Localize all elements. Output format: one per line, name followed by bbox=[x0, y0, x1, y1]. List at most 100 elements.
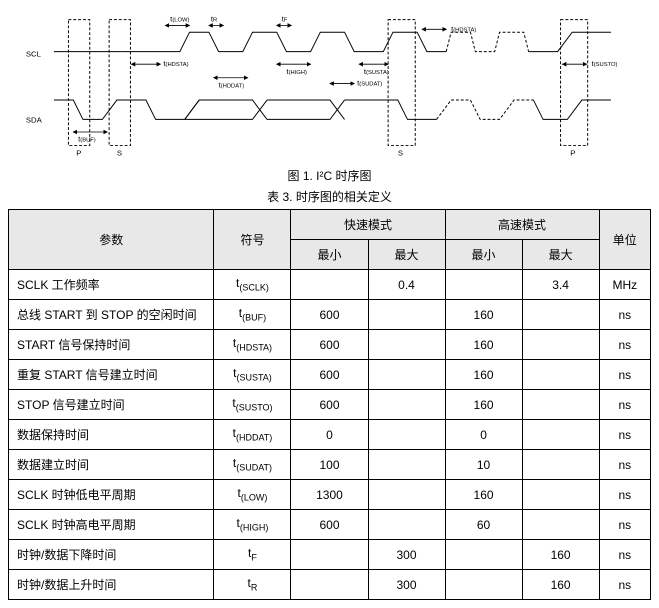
cell-symbol: t(BUF) bbox=[214, 300, 291, 330]
cell-param: SCLK 工作频率 bbox=[9, 270, 214, 300]
cell-param: SCLK 时钟低电平周期 bbox=[9, 480, 214, 510]
cell-symbol: t(LOW) bbox=[214, 480, 291, 510]
table-row: SCLK 时钟低电平周期t(LOW)1300160ns bbox=[9, 480, 651, 510]
col-hs-min: 最小 bbox=[445, 240, 522, 270]
svg-text:t(HIGH): t(HIGH) bbox=[286, 67, 307, 76]
cell-hs-min bbox=[445, 540, 522, 570]
cell-fast-min: 100 bbox=[291, 450, 368, 480]
cell-param: SCLK 时钟高电平周期 bbox=[9, 510, 214, 540]
svg-text:t(HDSTA): t(HDSTA) bbox=[451, 24, 476, 33]
cell-fast-max bbox=[368, 480, 445, 510]
cell-hs-min: 10 bbox=[445, 450, 522, 480]
cell-unit: ns bbox=[599, 300, 650, 330]
col-fast-max: 最大 bbox=[368, 240, 445, 270]
cell-symbol: t(SCLK) bbox=[214, 270, 291, 300]
timing-table: 参数 符号 快速模式 高速模式 单位 最小 最大 最小 最大 SCLK 工作频率… bbox=[8, 209, 651, 600]
cell-unit: ns bbox=[599, 390, 650, 420]
cell-fast-max bbox=[368, 360, 445, 390]
col-fast: 快速模式 bbox=[291, 210, 445, 240]
svg-text:tR: tR bbox=[210, 15, 216, 24]
cell-fast-max bbox=[368, 390, 445, 420]
cell-hs-max: 3.4 bbox=[522, 270, 599, 300]
cell-fast-min: 600 bbox=[291, 300, 368, 330]
cell-fast-min bbox=[291, 540, 368, 570]
cell-fast-max: 0.4 bbox=[368, 270, 445, 300]
cell-fast-min: 600 bbox=[291, 360, 368, 390]
cell-hs-max bbox=[522, 480, 599, 510]
cell-hs-min: 60 bbox=[445, 510, 522, 540]
cell-hs-max: 160 bbox=[522, 540, 599, 570]
cell-param: STOP 信号建立时间 bbox=[9, 390, 214, 420]
timing-diagram: .s { stroke:#000; stroke-width:1; fill:n… bbox=[8, 8, 651, 163]
cell-fast-min: 600 bbox=[291, 510, 368, 540]
cell-hs-min: 160 bbox=[445, 300, 522, 330]
cell-fast-max bbox=[368, 510, 445, 540]
cell-symbol: t(SUSTA) bbox=[214, 360, 291, 390]
cell-hs-min: 160 bbox=[445, 360, 522, 390]
table-header-row: 参数 符号 快速模式 高速模式 单位 bbox=[9, 210, 651, 240]
svg-text:t(HDDAT): t(HDDAT) bbox=[218, 80, 244, 89]
svg-text:t(LOW): t(LOW) bbox=[170, 15, 189, 24]
svg-text:t(HDSTA): t(HDSTA) bbox=[163, 59, 188, 68]
cell-param: 重复 START 信号建立时间 bbox=[9, 360, 214, 390]
figure-caption: 图 1. I²C 时序图 bbox=[8, 167, 651, 184]
table-caption: 表 3. 时序图的相关定义 bbox=[8, 188, 651, 205]
cell-param: 数据建立时间 bbox=[9, 450, 214, 480]
cell-fast-max bbox=[368, 330, 445, 360]
col-param: 参数 bbox=[9, 210, 214, 270]
svg-text:S: S bbox=[116, 148, 121, 157]
cell-unit: ns bbox=[599, 480, 650, 510]
scl-label: SCL bbox=[25, 49, 41, 58]
cell-fast-min: 0 bbox=[291, 420, 368, 450]
svg-text:t(BUF): t(BUF) bbox=[78, 135, 96, 144]
cell-param: 总线 START 到 STOP 的空闲时间 bbox=[9, 300, 214, 330]
table-row: SCLK 时钟高电平周期t(HIGH)60060ns bbox=[9, 510, 651, 540]
col-unit: 单位 bbox=[599, 210, 650, 270]
svg-text:S: S bbox=[397, 148, 402, 157]
cell-hs-min: 160 bbox=[445, 480, 522, 510]
cell-hs-max bbox=[522, 450, 599, 480]
cell-hs-max bbox=[522, 510, 599, 540]
svg-text:tF: tF bbox=[281, 15, 287, 24]
cell-param: 数据保持时间 bbox=[9, 420, 214, 450]
table-row: 数据保持时间t(HDDAT)00ns bbox=[9, 420, 651, 450]
cell-hs-min: 0 bbox=[445, 420, 522, 450]
cell-symbol: t(HDSTA) bbox=[214, 330, 291, 360]
cell-hs-max bbox=[522, 360, 599, 390]
cell-symbol: t(HIGH) bbox=[214, 510, 291, 540]
cell-hs-max bbox=[522, 300, 599, 330]
cell-hs-min: 160 bbox=[445, 330, 522, 360]
cell-unit: MHz bbox=[599, 270, 650, 300]
table-row: 数据建立时间t(SUDAT)100 10 ns bbox=[9, 450, 651, 480]
col-hs: 高速模式 bbox=[445, 210, 599, 240]
sda-label: SDA bbox=[25, 115, 42, 124]
cell-unit: ns bbox=[599, 540, 650, 570]
table-row: SCLK 工作频率t(SCLK) 0.4 3.4MHz bbox=[9, 270, 651, 300]
table-row: 总线 START 到 STOP 的空闲时间t(BUF)600 160 ns bbox=[9, 300, 651, 330]
cell-param: START 信号保持时间 bbox=[9, 330, 214, 360]
cell-hs-min bbox=[445, 270, 522, 300]
cell-fast-min: 600 bbox=[291, 330, 368, 360]
table-row: 时钟/数据下降时间tF300160ns bbox=[9, 540, 651, 570]
cell-hs-max bbox=[522, 390, 599, 420]
cell-unit: ns bbox=[599, 330, 650, 360]
svg-text:t(SUSTA): t(SUSTA) bbox=[363, 67, 388, 76]
cell-fast-min bbox=[291, 270, 368, 300]
cell-unit: ns bbox=[599, 450, 650, 480]
cell-param: 时钟/数据下降时间 bbox=[9, 540, 214, 570]
cell-fast-max bbox=[368, 300, 445, 330]
svg-text:t(SUSTO): t(SUSTO) bbox=[591, 59, 617, 68]
cell-fast-max: 300 bbox=[368, 540, 445, 570]
svg-text:P: P bbox=[570, 148, 575, 157]
svg-text:t(SUDAT): t(SUDAT) bbox=[357, 79, 382, 88]
col-hs-max: 最大 bbox=[522, 240, 599, 270]
cell-fast-max bbox=[368, 420, 445, 450]
cell-hs-max bbox=[522, 420, 599, 450]
cell-symbol: t(HDDAT) bbox=[214, 420, 291, 450]
svg-text:P: P bbox=[76, 148, 81, 157]
cell-symbol: t(SUDAT) bbox=[214, 450, 291, 480]
cell-hs-min: 160 bbox=[445, 390, 522, 420]
table-row: 重复 START 信号建立时间t(SUSTA)600160ns bbox=[9, 360, 651, 390]
col-symbol: 符号 bbox=[214, 210, 291, 270]
cell-fast-max bbox=[368, 450, 445, 480]
